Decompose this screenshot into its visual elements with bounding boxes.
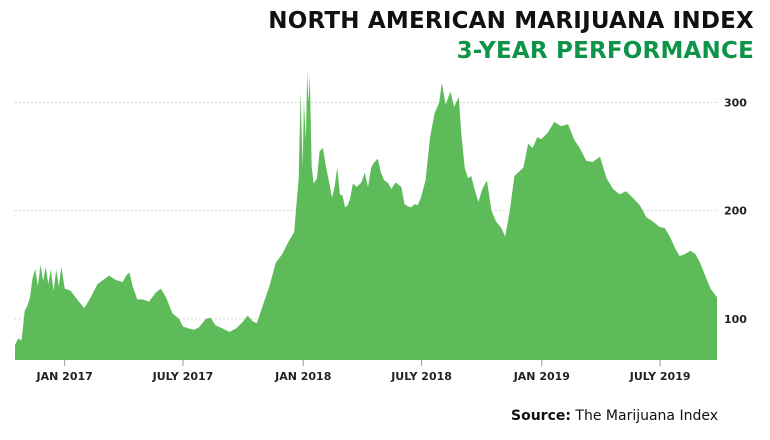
chart-title: NORTH AMERICAN MARIJUANA INDEX	[268, 8, 754, 34]
x-tick-label: JULY 2018	[390, 370, 452, 383]
x-tick-label: JAN 2019	[513, 370, 570, 383]
x-tick-label: JULY 2017	[152, 370, 214, 383]
y-tick-label: 200	[724, 205, 747, 218]
index-performance-chart: 100 200 300 JAN 2017 JULY 2017 JAN 2018 JULY …	[15, 72, 747, 383]
chart-subtitle: 3-YEAR PERFORMANCE	[456, 38, 754, 64]
x-tick-label: JULY 2019	[629, 370, 691, 383]
y-tick-label: 100	[724, 313, 747, 326]
y-tick-label: 300	[724, 96, 747, 109]
x-tick-label: JAN 2017	[36, 370, 93, 383]
x-tick-label: JAN 2018	[274, 370, 331, 383]
source-note: Source: The Marijuana Index	[511, 408, 718, 424]
source-value: The Marijuana Index	[575, 408, 718, 424]
plot-area	[15, 72, 717, 360]
x-axis-ticks: JAN 2017 JULY 2017 JAN 2018 JULY 2018 JAN 20…	[36, 360, 691, 383]
source-label: Source:	[511, 408, 571, 424]
index-area-series	[15, 72, 717, 360]
y-axis-ticks: 100 200 300	[724, 96, 747, 325]
